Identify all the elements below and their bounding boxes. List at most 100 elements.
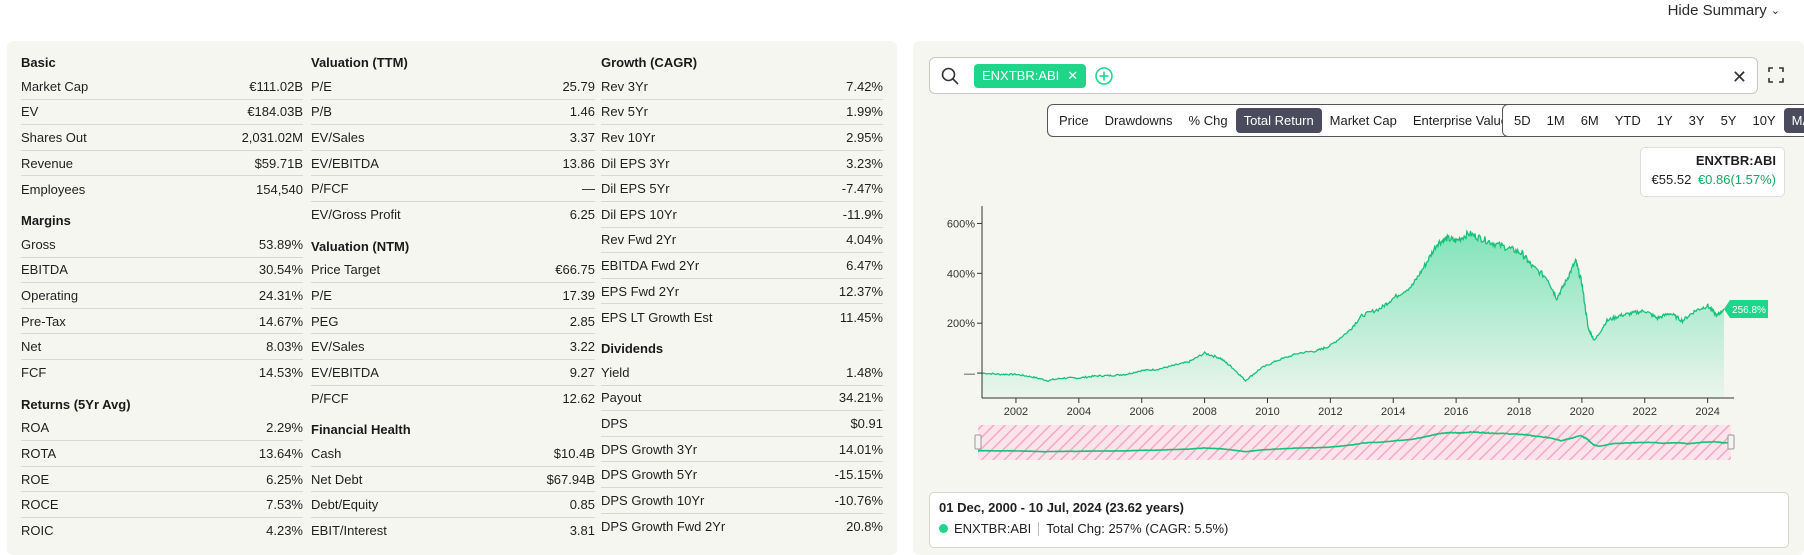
metric-label: EBIT/Interest bbox=[311, 523, 387, 539]
metric-label: Shares Out bbox=[21, 129, 87, 145]
metric-row-price-target: Price Target €66.75 bbox=[311, 258, 595, 284]
metric-label: Payout bbox=[601, 390, 642, 406]
metric-row-fcf: FCF 14.53% bbox=[21, 360, 303, 386]
range-tab-ytd[interactable]: YTD bbox=[1614, 113, 1641, 128]
metric-row-cash: Cash $10.4B bbox=[311, 441, 595, 467]
metric-row-dps: DPS $0.91 bbox=[601, 411, 883, 437]
metric-value: $10.4B bbox=[553, 445, 595, 461]
metric-row-roic: ROIC 4.23% bbox=[21, 518, 303, 544]
tab-drawdowns[interactable]: Drawdowns bbox=[1104, 113, 1173, 128]
range-tab-1m[interactable]: 1M bbox=[1546, 113, 1565, 128]
metric-label: Dil EPS 3Yr bbox=[601, 155, 670, 171]
metric-row-payout: Payout 34.21% bbox=[601, 386, 883, 412]
tab-chg[interactable]: % Chg bbox=[1188, 113, 1228, 128]
metric-label: ROA bbox=[21, 420, 50, 436]
metric-value: 3.23% bbox=[846, 155, 883, 171]
ticker-search-bar[interactable]: ENXTBR:ABI ✕ ✕ bbox=[929, 57, 1758, 94]
chevron-down-icon: ⌄ bbox=[1770, 5, 1780, 17]
metric-row-shares-out: Shares Out 2,031.02M bbox=[21, 125, 303, 151]
metric-value: 11.45% bbox=[839, 309, 883, 325]
range-tabs: 5D 1M 6M YTD 1Y 3Y 5Y 10Y MAX bbox=[1502, 104, 1804, 137]
metric-value: 12.62 bbox=[562, 390, 595, 406]
series-area bbox=[982, 231, 1724, 398]
end-value-marker bbox=[1724, 299, 1768, 318]
section-basic: Basic Market Cap €111.02B EV €184.03B Shares … bbox=[21, 51, 303, 202]
metric-row-roce: ROCE 7.53% bbox=[21, 492, 303, 518]
metric-value: -15.15% bbox=[834, 467, 883, 483]
metric-row-ev-sales: EV/Sales 3.37 bbox=[311, 125, 595, 151]
range-navigator[interactable] bbox=[978, 425, 1731, 460]
tab-price[interactable]: Price bbox=[1059, 113, 1089, 128]
metric-label: Net Debt bbox=[311, 471, 363, 487]
metric-row-peg: PEG 2.85 bbox=[311, 309, 595, 335]
metric-row-p-fcf: P/FCF 12.62 bbox=[311, 386, 595, 412]
section-title: Returns (5Yr Avg) bbox=[21, 396, 131, 412]
range-tab-6m[interactable]: 6M bbox=[1580, 113, 1599, 128]
metrics-panel: Basic Market Cap €111.02B EV €184.03B Shares … bbox=[7, 41, 897, 555]
metric-value: 14.67% bbox=[258, 313, 303, 329]
tab-market-cap[interactable]: Market Cap bbox=[1329, 113, 1397, 128]
navigator-handle-right[interactable] bbox=[1727, 434, 1735, 450]
clear-search-icon[interactable]: ✕ bbox=[1731, 67, 1747, 87]
metric-value: -7.47% bbox=[841, 181, 883, 197]
metric-label: Market Cap bbox=[21, 78, 89, 94]
metric-value: 24.31% bbox=[258, 287, 303, 303]
close-icon[interactable]: ✕ bbox=[1067, 67, 1079, 83]
metric-value: 3.81 bbox=[569, 523, 595, 539]
metric-value: 1.48% bbox=[846, 364, 883, 380]
metric-label: DPS Growth 5Yr bbox=[601, 467, 698, 483]
range-tab-10y[interactable]: 10Y bbox=[1752, 113, 1776, 128]
range-tab-1y[interactable]: 1Y bbox=[1656, 113, 1673, 128]
metric-row-operating: Operating 24.31% bbox=[21, 283, 303, 309]
metric-label: P/FCF bbox=[311, 390, 349, 406]
metric-row-revenue: Revenue $59.71B bbox=[21, 151, 303, 177]
metric-value: -11.9% bbox=[842, 206, 883, 222]
range-tab-max[interactable]: MAX bbox=[1783, 108, 1804, 133]
tab-total-return[interactable]: Total Return bbox=[1235, 108, 1322, 133]
hide-summary-button[interactable]: Hide Summary ⌄ bbox=[1668, 2, 1780, 19]
range-tab-5d[interactable]: 5D bbox=[1514, 113, 1531, 128]
ticker-chip[interactable]: ENXTBR:ABI ✕ bbox=[974, 63, 1087, 88]
y-tick-label: — bbox=[964, 368, 975, 380]
section-title: Basic bbox=[21, 55, 56, 70]
metric-label: EBITDA bbox=[21, 262, 68, 278]
metric-value: 14.01% bbox=[838, 441, 883, 457]
navigator-handle-left[interactable] bbox=[974, 434, 982, 450]
metric-row-ev: EV €184.03B bbox=[21, 100, 303, 126]
metric-label: Cash bbox=[311, 445, 342, 461]
metric-row-p-b: P/B 1.46 bbox=[311, 100, 595, 126]
metric-value: 30.54% bbox=[258, 262, 303, 278]
add-ticker-icon[interactable] bbox=[1094, 66, 1114, 86]
metric-row-rev-3yr: Rev 3Yr 7.42% bbox=[601, 74, 883, 100]
metric-row-rev-fwd-2yr: Rev Fwd 2Yr 4.04% bbox=[601, 228, 883, 254]
range-tab-3y[interactable]: 3Y bbox=[1688, 113, 1705, 128]
series-line[interactable] bbox=[981, 229, 1725, 382]
metric-value: -10.76% bbox=[834, 492, 883, 508]
metric-label: FCF bbox=[21, 365, 47, 381]
metric-value: $67.94B bbox=[546, 471, 595, 487]
y-tick-label: 600% bbox=[947, 218, 975, 230]
price-legend: ENXTBR:ABI €55.52 €0.86(1.57%) bbox=[1640, 147, 1785, 197]
metric-label: DPS Growth Fwd 2Yr bbox=[601, 518, 726, 534]
x-tick-label: 2006 bbox=[1129, 406, 1153, 418]
metric-row-market-cap: Market Cap €111.02B bbox=[21, 74, 303, 100]
legend-ticker: ENXTBR:ABI bbox=[1695, 153, 1776, 168]
expand-icon[interactable] bbox=[1768, 67, 1784, 83]
metric-label: Rev 5Yr bbox=[601, 104, 648, 120]
total-return-chart[interactable]: 600% 400% 200% — 2002 2004 2006 2008 2010 2012 201… bbox=[913, 41, 1804, 491]
range-tab-5y[interactable]: 5Y bbox=[1720, 113, 1737, 128]
tab-enterprise-value[interactable]: Enterprise Value bbox=[1412, 113, 1509, 128]
metric-label: Rev Fwd 2Yr bbox=[601, 232, 677, 248]
metric-value: 3.37 bbox=[569, 129, 595, 145]
metric-value: 4.23% bbox=[266, 523, 303, 539]
metric-row-ebit-interest: EBIT/Interest 3.81 bbox=[311, 518, 595, 544]
section-title: Valuation (NTM) bbox=[311, 238, 410, 254]
x-tick-label: 2004 bbox=[1067, 406, 1091, 418]
metric-row-p-e: P/E 25.79 bbox=[311, 74, 595, 100]
metric-label: PEG bbox=[311, 313, 339, 329]
series-color-dot bbox=[939, 524, 948, 533]
metric-label: EV/Sales bbox=[311, 339, 365, 355]
metric-label: Debt/Equity bbox=[311, 497, 379, 513]
section-valuation-ttm: Valuation (TTM) P/E 25.79 P/B 1.46 EV/Sales 3.… bbox=[311, 51, 595, 228]
metric-label: ROIC bbox=[21, 523, 54, 539]
